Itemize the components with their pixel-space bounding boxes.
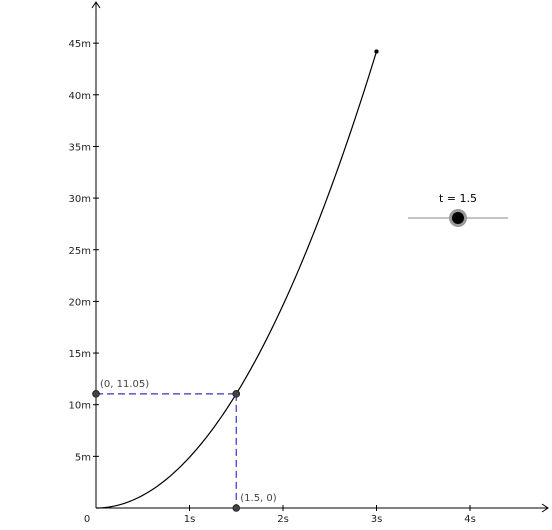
curve-endpoint <box>374 49 379 54</box>
x-tick-label: 3s <box>371 514 383 525</box>
y-tick-label: 35m <box>69 142 91 153</box>
ticks: 0 1s 2s 3s 4s 5m 10m 15m 20m 25m 30m 35m 40m 45m <box>69 39 476 525</box>
point-label: (0, 11.05) <box>100 379 149 390</box>
x-tick-label: 2s <box>277 514 289 525</box>
y-tick-label: 45m <box>69 39 91 50</box>
point-marker <box>92 390 100 398</box>
y-tick-label: 30m <box>69 194 91 205</box>
x-axis-arrow-icon <box>541 503 549 513</box>
y-tick-label: 15m <box>69 349 91 360</box>
y-axis-arrow-icon <box>91 1 101 9</box>
point-marker <box>232 504 241 512</box>
x-tick-label: 0 <box>84 514 90 525</box>
y-tick-label: 10m <box>69 401 91 412</box>
y-tick-label: 20m <box>69 297 91 308</box>
axes <box>91 1 549 513</box>
x-tick-label: 1s <box>184 514 196 525</box>
points: (0, 11.05) (1.5, 0) <box>92 49 379 512</box>
y-tick-label: 5m <box>75 452 91 463</box>
point-marker <box>232 390 241 398</box>
t-slider[interactable]: t = 1.5 <box>408 192 508 227</box>
y-tick-label: 40m <box>69 91 91 102</box>
guide-lines <box>96 393 237 508</box>
x-tick-label: 4s <box>464 514 476 525</box>
slider-handle[interactable] <box>452 212 464 224</box>
slider-label: t = 1.5 <box>439 192 477 205</box>
point-label: (1.5, 0) <box>240 493 277 504</box>
y-tick-label: 25m <box>69 246 91 257</box>
